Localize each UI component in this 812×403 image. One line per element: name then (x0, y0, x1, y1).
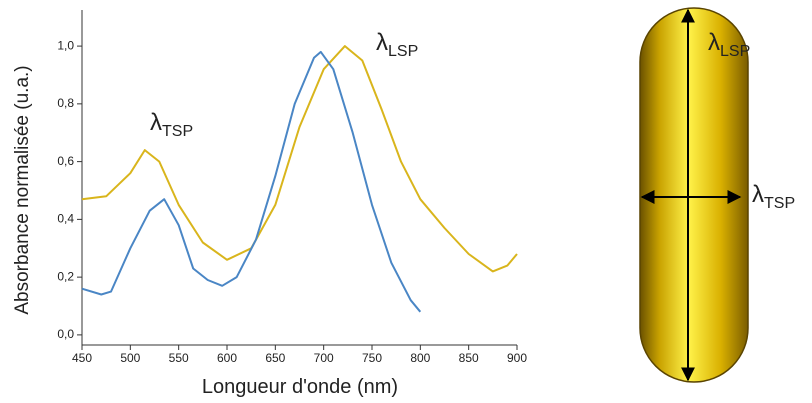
nanorod-diagram: λLSP λTSP (639, 7, 795, 383)
y-tick-label: 1,0 (57, 38, 74, 52)
spectrum-line (81, 50, 422, 313)
x-tick-label: 850 (459, 351, 479, 365)
x-tick-label: 550 (169, 351, 189, 365)
x-tick-label: 600 (217, 351, 237, 365)
annotation: λTSP (150, 109, 193, 140)
y-tick-label: 0,0 (57, 327, 74, 341)
x-tick-label: 900 (507, 351, 527, 365)
y-tick-label: 0,6 (57, 154, 74, 168)
spectrum-line (81, 45, 518, 273)
nanorod (639, 7, 749, 383)
x-tick-label: 750 (362, 351, 382, 365)
diagram-label: λTSP (752, 181, 795, 212)
y-tick-label: 0,4 (57, 212, 74, 226)
x-tick-label: 800 (410, 351, 430, 365)
x-tick-label: 500 (120, 351, 140, 365)
y-tick-label: 0,8 (57, 96, 74, 110)
x-tick-label: 450 (72, 351, 92, 365)
y-axis-label: Absorbance normalisée (u.a.) (12, 65, 33, 314)
y-tick-label: 0,2 (57, 269, 74, 283)
x-tick-label: 700 (314, 351, 334, 365)
annotation: λLSP (376, 29, 418, 60)
plot: 0,0 0,2 0,4 0,6 0,8 1,0 450 500 550 600 650 700 750 8… (57, 10, 527, 365)
diagram-label: λLSP (708, 29, 750, 60)
x-tick-label: 650 (265, 351, 285, 365)
x-axis-label: Longueur d'onde (nm) (202, 376, 398, 398)
